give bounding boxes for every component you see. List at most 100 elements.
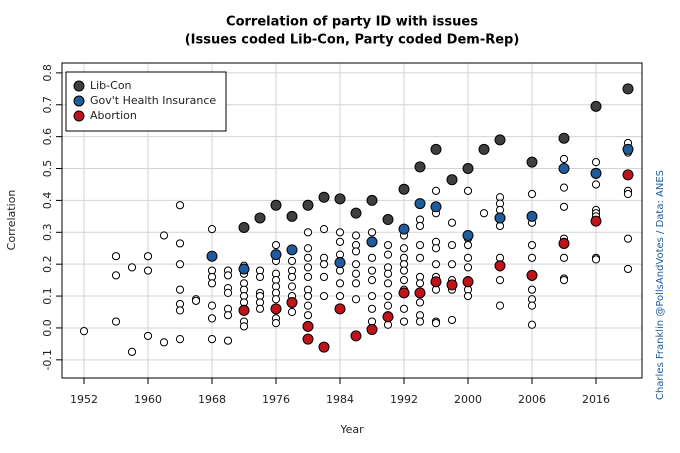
x-tick-label: 2006 [518,393,546,406]
point [335,237,345,246]
plot-frame [61,62,643,379]
point [175,201,185,210]
point [303,291,313,301]
point [143,266,153,275]
point [591,158,601,167]
point [351,247,361,256]
point [223,336,233,345]
point [526,210,538,222]
point [303,228,313,237]
point [302,333,314,345]
point [351,231,361,240]
point [367,291,377,301]
point [463,240,473,250]
x-tick-label: 2016 [582,393,610,406]
point [127,263,137,272]
point [526,269,538,281]
point [431,186,441,195]
point [462,276,474,288]
x-tick-label: 2000 [454,393,482,406]
point [111,271,121,280]
point [111,317,121,326]
point [383,269,393,278]
point [319,291,329,301]
point [286,296,298,308]
point [239,322,249,331]
point [527,301,537,310]
point [334,257,346,269]
point [303,244,313,253]
point [223,271,233,280]
point [590,167,602,179]
point [319,272,329,282]
point [254,212,266,224]
point [367,304,377,313]
point [302,320,314,332]
point [270,303,282,315]
point [399,266,409,275]
y-tick-label: 0.5 [41,160,54,178]
legend-label: Lib-Con [90,79,132,92]
point [351,269,361,278]
y-tick-label: 0.8 [41,64,54,82]
x-tick-label: 1960 [134,393,162,406]
point [207,335,217,344]
point [367,276,377,285]
x-tick-label: 1952 [70,393,98,406]
point [127,347,137,356]
point [207,279,217,288]
point [447,260,457,269]
point [350,207,362,219]
point [527,240,537,250]
point [431,260,441,269]
legend-marker [73,110,85,122]
point [431,244,441,253]
point [175,306,185,315]
point [382,214,394,226]
point [287,282,297,291]
point [494,260,506,272]
point [238,222,250,234]
point [383,301,393,310]
point [479,209,489,218]
point [559,154,569,164]
point [463,186,473,195]
point [255,272,265,282]
point [335,291,345,301]
point [367,253,377,262]
point [399,317,409,326]
point [447,240,457,250]
point [415,221,425,231]
point [383,279,393,288]
legend-label: Gov't Health Insurance [90,94,216,107]
point [559,202,569,211]
point [622,83,634,95]
x-tick-label: 1992 [390,393,418,406]
point [367,228,377,237]
point [191,296,201,305]
point [622,169,634,181]
y-tick-label: -0.1 [41,349,54,370]
point [334,193,346,205]
point [270,249,282,261]
point [383,291,393,301]
chart-title: Correlation of party ID with issues [226,15,478,30]
point [111,252,121,261]
point [398,223,410,235]
point [591,180,601,189]
x-axis-label: Year [339,423,364,436]
point [335,279,345,288]
point [495,301,505,310]
point [430,143,442,155]
x-tick-label: 1968 [198,393,226,406]
point [382,311,394,323]
point [287,272,297,282]
point [366,194,378,206]
point [623,189,633,199]
point [159,231,169,240]
point [463,263,473,272]
point [462,229,474,241]
y-tick-label: 0.1 [41,287,54,305]
legend-label: Abortion [90,109,137,122]
point [302,199,314,211]
